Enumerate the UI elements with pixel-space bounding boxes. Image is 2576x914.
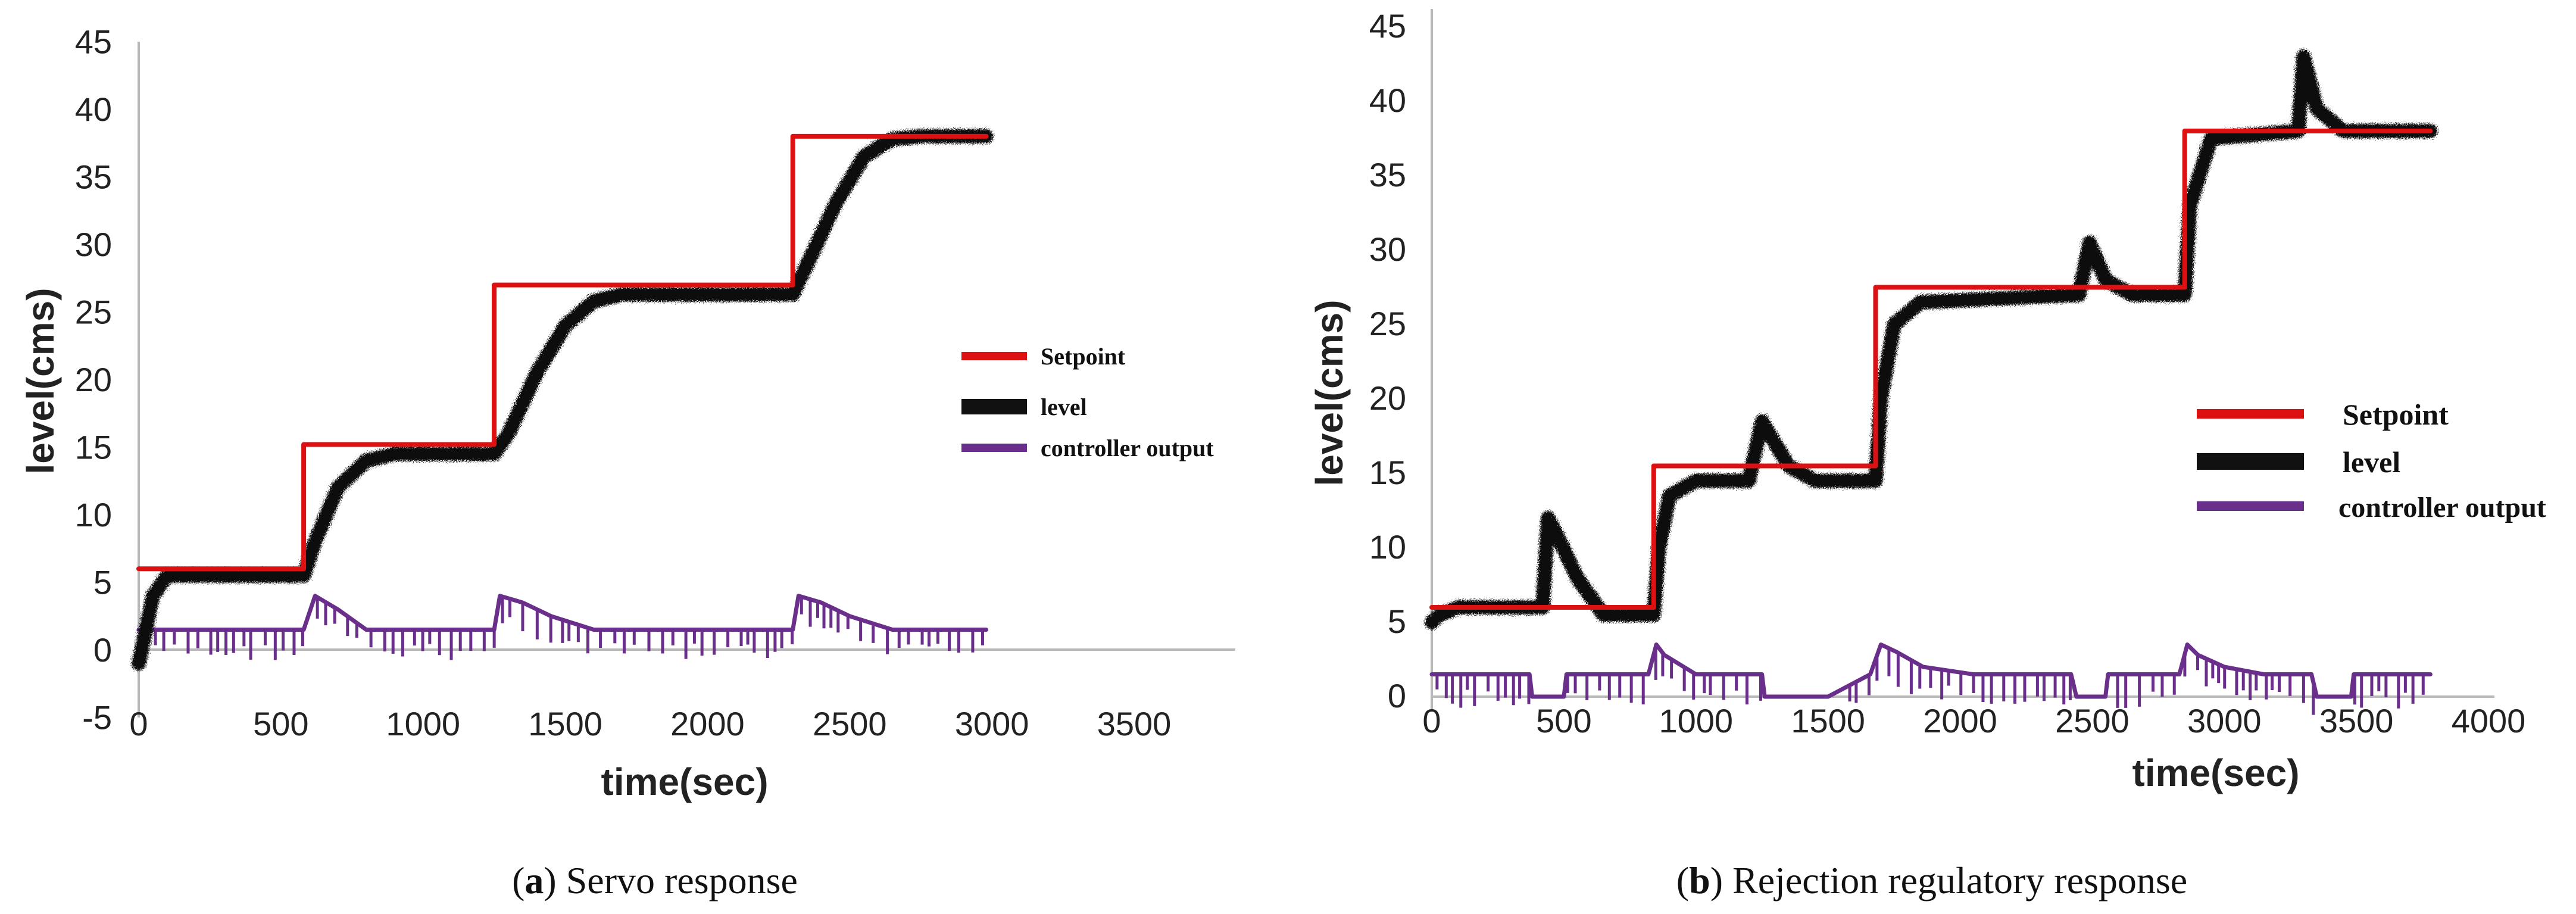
panel-b-y-tick-label: 25 xyxy=(1369,305,1406,342)
panel-a-y-tick-label: -5 xyxy=(82,699,112,737)
panel-b-chart: 0 5 10 15 20 25 30 35 40 45 0 500 1000 1500 2000 2500 3… xyxy=(1308,7,2546,794)
panel-a-y-tick-label: 30 xyxy=(75,226,112,263)
panel-b-x-axis-title: time(sec) xyxy=(2132,751,2300,794)
panel-a-y-tick-label: 15 xyxy=(75,429,112,466)
panel-a-chart: -5 0 5 10 15 20 25 30 35 40 45 0 500 1000 1500 2000 250… xyxy=(19,23,1235,803)
panel-b-y-tick-label: 35 xyxy=(1369,156,1406,194)
panel-a-x-tick-label: 3500 xyxy=(1097,705,1172,743)
panel-a-y-tick-label: 35 xyxy=(75,158,112,196)
panel-a-y-tick-label: 25 xyxy=(75,294,112,331)
panel-a-x-tick-label: 3000 xyxy=(955,705,1029,743)
panel-b-x-tick-label: 500 xyxy=(1536,702,1591,740)
panel-a-x-tick-label: 1000 xyxy=(386,705,460,743)
panel-b-x-tick-label: 0 xyxy=(1422,702,1441,740)
panel-b-x-tick-label: 2000 xyxy=(1923,702,1997,740)
panel-b-legend-level-label: level xyxy=(2343,445,2400,479)
panel-a-y-tick-label: 0 xyxy=(93,631,112,669)
panel-a-x-tick-label: 500 xyxy=(253,705,308,743)
panel-b-x-tick-label: 3500 xyxy=(2319,702,2394,740)
panel-b-x-tick-label: 1000 xyxy=(1659,702,1733,740)
panel-b-x-tick-label: 2500 xyxy=(2055,702,2130,740)
panel-a-y-tick-label: 40 xyxy=(75,91,112,128)
panel-a-y-axis-title: level(cms) xyxy=(19,288,62,474)
panel-a-x-tick-label: 0 xyxy=(129,705,148,743)
panel-a-setpoint-line xyxy=(136,133,989,572)
panel-b-x-tick-label: 4000 xyxy=(2452,702,2526,740)
panel-b-y-tick-label: 15 xyxy=(1369,454,1406,491)
panel-a-y-tick-label: 5 xyxy=(93,564,112,601)
panel-a-legend-setpoint-label: Setpoint xyxy=(1041,343,1126,370)
panel-b-y-tick-label: 45 xyxy=(1369,7,1406,45)
panel-a-controller-output-spikes xyxy=(143,596,984,660)
panel-b-level-line xyxy=(1425,49,2438,629)
panel-a-caption-text: ) Servo response xyxy=(544,859,798,901)
panel-b-caption: (b) Rejection regulatory response xyxy=(1676,859,2187,901)
panel-a-legend-controller-label: controller output xyxy=(1041,435,1214,461)
panel-a-y-tick-label: 45 xyxy=(75,23,112,61)
panel-b-y-axis-title: level(cms) xyxy=(1308,300,1351,486)
panel-b-legend-setpoint-label: Setpoint xyxy=(2343,398,2449,431)
panel-a-x-tick-label: 1500 xyxy=(528,705,602,743)
panel-b-legend-controller-label: controller output xyxy=(2338,492,2546,523)
panel-b-x-tick-label: 3000 xyxy=(2187,702,2262,740)
panel-a-x-tick-label: 2000 xyxy=(670,705,745,743)
panel-a-y-tick-label: 20 xyxy=(75,361,112,398)
panel-b-y-tick-label: 0 xyxy=(1388,677,1406,715)
panel-b-caption-label: b xyxy=(1689,859,1710,901)
panel-b-y-tick-label: 30 xyxy=(1369,230,1406,268)
panel-b-y-tick-label: 20 xyxy=(1369,379,1406,417)
panel-a-y-tick-label: 10 xyxy=(75,496,112,534)
panel-a-caption: (a) Servo response xyxy=(512,859,798,901)
panel-a-level-line xyxy=(132,129,994,671)
panel-b-caption-text: ) Rejection regulatory response xyxy=(1710,859,2188,901)
panel-b-y-tick-label: 40 xyxy=(1369,82,1406,119)
panel-a-legend: Setpoint level controller output xyxy=(961,343,1214,461)
panel-b-controller-output-spikes xyxy=(1435,646,2425,715)
panel-b-setpoint-line xyxy=(1429,129,2433,610)
panel-a-x-axis-title: time(sec) xyxy=(601,760,769,803)
panel-b-y-tick-label: 5 xyxy=(1388,603,1406,640)
panel-b-y-tick-label: 10 xyxy=(1369,528,1406,566)
panel-b-x-tick-label: 1500 xyxy=(1791,702,1865,740)
panel-a-x-tick-label: 2500 xyxy=(813,705,887,743)
panel-a-legend-level-label: level xyxy=(1041,394,1087,420)
panel-a-caption-label: a xyxy=(524,859,544,901)
panel-b-legend: Setpoint level controller output xyxy=(2197,398,2546,523)
